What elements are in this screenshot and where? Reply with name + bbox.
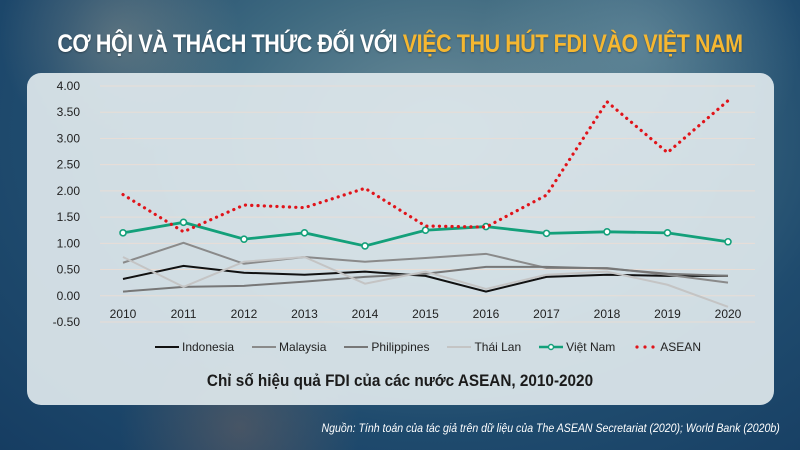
legend-label: Thái Lan: [474, 340, 522, 354]
series-line-asean: [121, 99, 730, 234]
data-marker: [119, 229, 127, 237]
x-tick-label: 2010: [110, 307, 137, 321]
legend-label: Việt Nam: [566, 340, 616, 354]
data-marker: [179, 218, 188, 227]
series-line-thái-lan: [122, 255, 729, 308]
legend-item-indonesia: Indonesia: [155, 340, 234, 354]
title-white: CƠ HỘI VÀ THÁCH THỨC ĐỐI VỚI: [57, 30, 403, 58]
legend-label: Philippines: [371, 340, 430, 354]
data-marker: [240, 235, 248, 243]
legend-item-thái-lan: Thái Lan: [447, 340, 521, 354]
chart-panel: [27, 73, 774, 405]
title-highlight: VIỆC THU HÚT FDI VÀO VIỆT NAM: [402, 30, 743, 58]
y-tick-label: 0.00: [57, 289, 81, 303]
x-tick-label: 2019: [654, 307, 681, 321]
data-marker: [603, 227, 611, 236]
source-note: Nguồn: Tính toán của tác giả trên dữ liệ…: [321, 421, 780, 435]
legend-label: ASEAN: [660, 340, 701, 354]
y-tick-label: 2.00: [57, 184, 81, 198]
x-tick-label: 2012: [231, 307, 258, 321]
legend-swatch-icon: [155, 346, 179, 348]
legend-item-malaysia: Malaysia: [252, 340, 326, 354]
data-marker: [724, 237, 732, 246]
legend-item-philippines: Philippines: [344, 340, 429, 354]
legend-swatch-icon: [539, 343, 564, 351]
y-tick-label: 1.50: [57, 210, 81, 224]
y-tick-label: 1.00: [57, 236, 81, 250]
page-title: CƠ HỘI VÀ THÁCH THỨC ĐỐI VỚI VIỆC THU HÚ…: [56, 30, 744, 59]
data-marker: [421, 226, 430, 235]
x-tick-label: 2013: [291, 307, 318, 321]
legend-swatch-icon: [447, 346, 472, 348]
x-tick-label: 2016: [473, 307, 500, 321]
series-line-philippines: [122, 265, 729, 293]
legend-swatch-icon: [344, 346, 369, 348]
legend-swatch-icon: [635, 345, 655, 349]
data-marker: [663, 229, 672, 237]
data-marker: [361, 242, 369, 250]
x-tick-label: 2014: [352, 307, 379, 321]
y-tick-label: 3.50: [57, 105, 81, 119]
legend-item-việt-nam: Việt Nam: [539, 340, 615, 354]
chart-legend: Indonesia Malaysia Philippines Thái Lan Việt…: [155, 340, 701, 354]
y-tick-label: 2.50: [57, 158, 81, 172]
legend-swatch-icon: [252, 346, 277, 348]
legend-label: Malaysia: [279, 340, 327, 354]
x-tick-label: 2015: [412, 307, 439, 321]
data-marker: [300, 229, 309, 237]
x-tick-label: 2020: [715, 307, 742, 321]
y-tick-label: 3.00: [57, 131, 81, 145]
legend-item-asean: ASEAN: [633, 340, 701, 354]
x-tick-label: 2011: [171, 307, 197, 321]
x-tick-label: 2017: [533, 307, 560, 321]
y-tick-label: -0.50: [53, 315, 81, 329]
y-tick-label: 0.50: [57, 263, 81, 277]
legend-label: Indonesia: [182, 340, 235, 354]
x-tick-label: 2018: [594, 307, 621, 321]
chart-title: Chỉ số hiệu quả FDI của các nước ASEAN, …: [206, 371, 594, 390]
y-tick-label: 4.00: [57, 79, 81, 93]
data-marker: [542, 229, 551, 238]
